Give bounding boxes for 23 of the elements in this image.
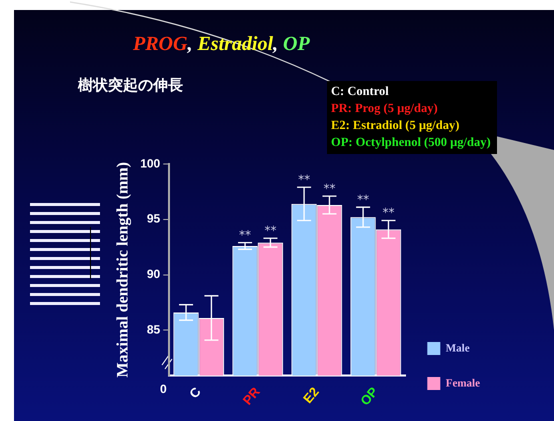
text: E2: Estradiol (5 µg/day) [331,117,460,134]
text: C: Control [331,83,390,100]
annotation: ** [264,223,276,238]
text: OP: Octylphenol (500 µg/day) [331,134,491,151]
annotation: ** [298,172,310,186]
annotation: ** [382,206,394,220]
x-tick-label: PR [240,384,264,408]
annotation: ** [239,228,252,242]
x-tick-label: C [186,384,204,402]
legend-label: Male [446,342,470,354]
chart-subtitle: 樹状突起の伸長 [78,76,183,95]
y-tick-label: 90 [146,267,161,282]
y-axis-title: Maximal dendritic length (mm) [114,162,132,378]
y-tick-label: 100 [140,156,161,170]
annotation: ** [357,192,370,206]
text: PR: Prog (5 µg/day) [331,100,439,117]
annotation: ** [323,181,336,196]
legend-label: Female [446,377,480,390]
y-tick-label: 85 [146,322,161,336]
y-tick-label: 95 [146,212,161,226]
text: 0 [160,382,167,396]
x-tick-label: E2 [300,384,322,406]
x-tick-label: OP [357,384,382,408]
